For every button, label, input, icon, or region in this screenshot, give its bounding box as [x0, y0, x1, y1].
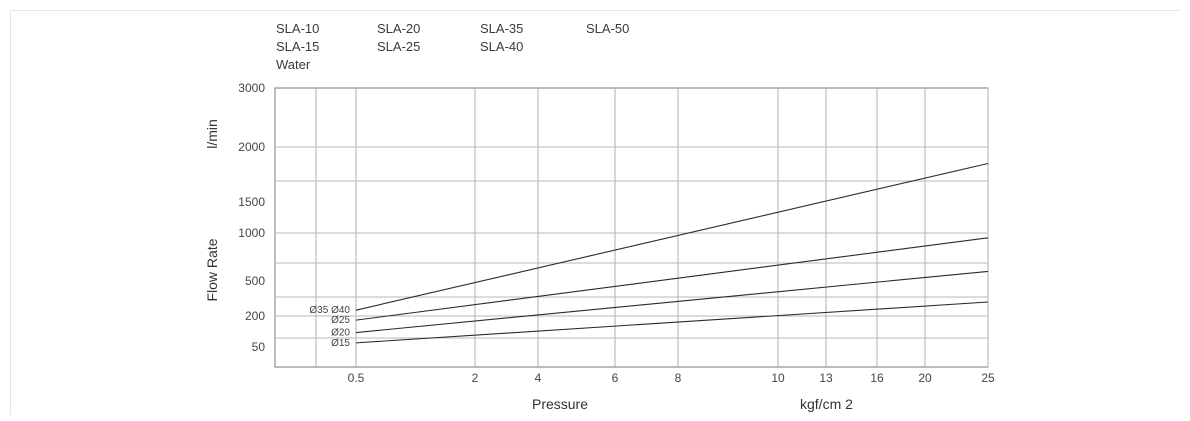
x-tick-label: 8	[675, 371, 682, 385]
y-tick-label: 500	[245, 274, 265, 288]
series-line	[355, 301, 989, 344]
x-tick-label: 0.5	[348, 371, 365, 385]
page-border-top	[10, 10, 1180, 11]
legend-column-3: SLA-35 SLA-40	[480, 20, 523, 56]
legend-column-4: SLA-50	[586, 20, 629, 38]
legend-entry: SLA-15	[276, 39, 320, 54]
legend-entry: Water	[276, 57, 311, 72]
x-tick-label: 2	[472, 371, 479, 385]
y-axis-unit: l/min	[204, 119, 220, 149]
legend-column-2: SLA-20 SLA-25	[377, 20, 420, 56]
series-line	[355, 162, 989, 311]
y-tick-label: 3000	[238, 81, 265, 95]
y-tick-label: 50	[252, 340, 266, 354]
x-tick-label: 6	[612, 371, 619, 385]
grid-lines	[274, 87, 989, 368]
x-tick-label: 25	[981, 371, 995, 385]
x-tick-label: 10	[771, 371, 785, 385]
x-axis-label: Pressure	[532, 396, 588, 412]
x-tick-labels: 0.5 2 4 6 8 10 13 16 20 25	[348, 371, 995, 385]
legend-entry: SLA-10	[276, 21, 320, 36]
y-axis-label: Flow Rate	[204, 238, 220, 301]
y-tick-label: 1000	[238, 226, 265, 240]
legend-column-1: SLA-10 SLA-15 Water	[276, 20, 319, 74]
x-tick-label: 13	[819, 371, 833, 385]
series-label: Ø35 Ø40	[309, 305, 350, 316]
series-lines	[355, 162, 989, 344]
y-tick-label: 200	[245, 309, 265, 323]
model-legend: SLA-10 SLA-15 Water SLA-20 SLA-25 SLA-35…	[276, 20, 696, 82]
x-tick-label: 16	[870, 371, 884, 385]
y-tick-labels: 3000 2000 1500 1000 500 200 50	[238, 81, 265, 354]
legend-entry: SLA-40	[480, 39, 524, 54]
legend-entry: SLA-50	[586, 21, 630, 36]
y-tick-label: 1500	[238, 195, 265, 209]
x-tick-label: 20	[918, 371, 932, 385]
series-label: Ø20	[331, 328, 350, 339]
series-label: Ø25	[331, 315, 350, 326]
series-line	[355, 270, 989, 334]
legend-entry: SLA-25	[377, 39, 421, 54]
y-tick-label: 2000	[238, 140, 265, 154]
x-axis-unit: kgf/cm 2	[800, 396, 853, 412]
series-label: Ø15	[331, 338, 350, 349]
legend-entry: SLA-20	[377, 21, 421, 36]
legend-entry: SLA-35	[480, 21, 524, 36]
page-border-left	[10, 10, 11, 415]
x-tick-label: 4	[535, 371, 542, 385]
series-line	[355, 237, 989, 321]
